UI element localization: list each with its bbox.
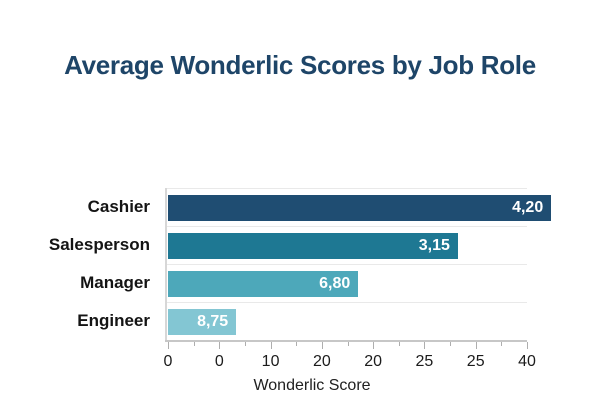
bar-track: 6,80 [168, 271, 527, 297]
bar-value-label: 8,75 [197, 313, 229, 330]
category-label: Salesperson [48, 235, 150, 254]
x-tick-label: 20 [364, 353, 383, 370]
minor-tick [347, 342, 349, 346]
x-axis-ticks [168, 342, 528, 350]
minor-tick [501, 342, 503, 346]
gridline [166, 226, 527, 227]
bar-row: Engineer 8,75 [0, 302, 600, 340]
major-tick [168, 342, 169, 349]
x-axis-title: Wonderlic Score [253, 377, 371, 394]
major-tick [475, 342, 477, 349]
x-axis-line [165, 340, 527, 342]
bar-track: 3,15 [168, 233, 527, 259]
bar-row: Manager 6,80 [0, 264, 600, 302]
bar-manager: 6,80 [168, 271, 359, 297]
bar-salesperson: 3,15 [168, 233, 458, 259]
minor-tick [450, 342, 452, 346]
bar-track: 8,75 [168, 309, 527, 335]
bar-cashier: 4,20 [168, 195, 552, 221]
minor-tick [193, 342, 195, 346]
chart-title: Average Wonderlic Scores by Job Role [64, 50, 536, 80]
bar-value-label: 3,15 [418, 237, 450, 254]
bar-row: Salesperson 3,15 [0, 226, 600, 264]
x-tick-label: 25 [466, 353, 485, 370]
x-tick-label: 0 [214, 353, 224, 370]
y-axis-line [165, 188, 167, 340]
minor-tick [398, 342, 400, 346]
bar-engineer: 8,75 [168, 309, 237, 335]
bar-value-label: 4,20 [512, 199, 544, 216]
gridline [166, 302, 527, 303]
bar-value-label: 6,80 [319, 275, 351, 292]
x-tick-label: 20 [312, 353, 331, 370]
major-tick [424, 342, 426, 349]
major-tick [219, 342, 221, 349]
gridline [166, 188, 527, 189]
major-tick [270, 342, 272, 349]
category-label: Engineer [77, 311, 150, 330]
major-tick [321, 342, 323, 349]
major-tick [527, 342, 528, 349]
bar-row: Cashier 4,20 [0, 188, 600, 226]
category-label: Cashier [87, 197, 150, 216]
x-tick-label: 40 [518, 353, 536, 370]
major-tick [373, 342, 375, 349]
x-tick-label: 0 [163, 353, 173, 370]
x-tick-label: 25 [415, 353, 434, 370]
bar-track: 4,20 [168, 195, 552, 221]
minor-tick [244, 342, 246, 346]
gridline [166, 264, 527, 265]
x-axis-tick-labels: 0 0 10 20 20 25 25 40 [164, 353, 536, 371]
category-label: Manager [80, 273, 150, 292]
bar-chart: Cashier 4,20 Salesperson 3,15 Manager 6,80 Eng… [0, 188, 600, 340]
minor-tick [296, 342, 298, 346]
x-tick-label: 10 [261, 353, 280, 370]
